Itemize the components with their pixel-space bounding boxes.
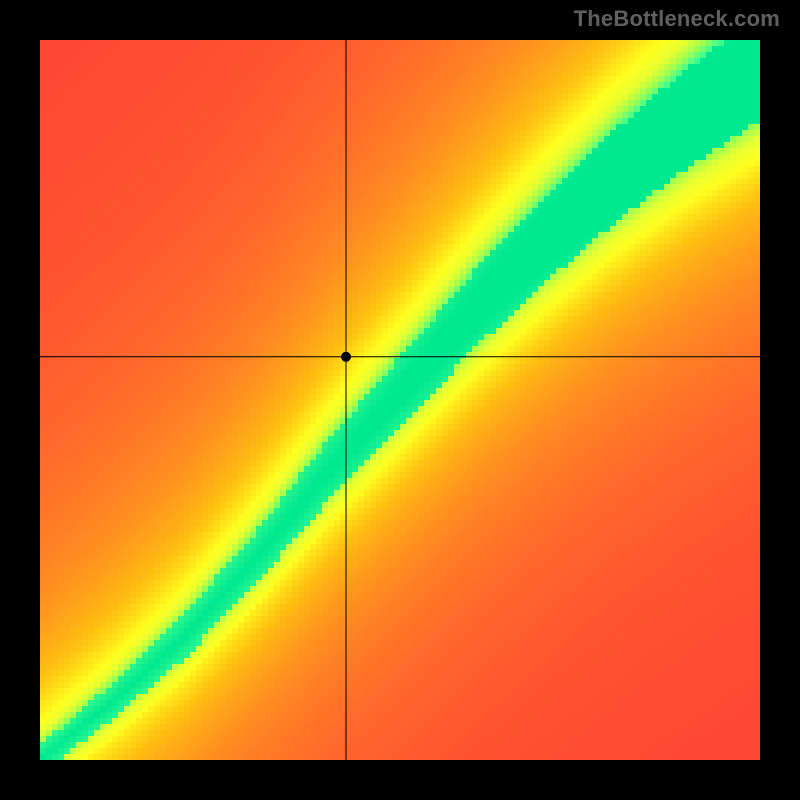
plot-area xyxy=(40,40,760,760)
watermark-text: TheBottleneck.com xyxy=(574,6,780,32)
chart-container: TheBottleneck.com xyxy=(0,0,800,800)
heatmap-canvas xyxy=(40,40,760,760)
